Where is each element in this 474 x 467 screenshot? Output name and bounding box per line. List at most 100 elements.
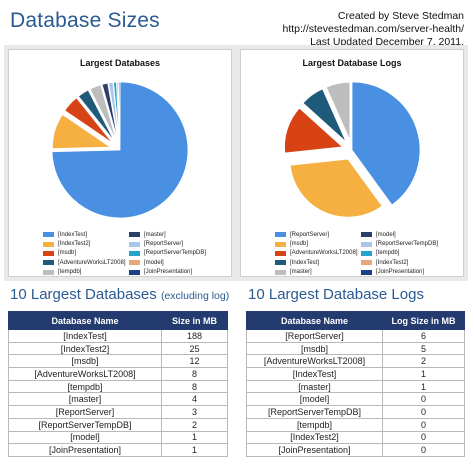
legend-label: [IndexTest] [58, 231, 88, 238]
chart-title: Largest Databases [79, 58, 161, 68]
logs-table: Database Name Log Size in MB [ReportServ… [246, 311, 465, 457]
legend-label: [msdb] [290, 241, 309, 248]
legend-label: [ReportServer] [290, 231, 330, 238]
legend-row: [AdventureWorksLT2008] [model] [43, 258, 223, 267]
pie-slice [89, 84, 117, 141]
legend-swatch [275, 250, 286, 256]
table-row: [IndexTest] 1 [246, 367, 465, 381]
table-row: [model] 1 [8, 430, 228, 445]
pie-slice [51, 81, 189, 219]
chart-legend: [IndexTest] [master] [IndexTest2] [ReportSe… [43, 230, 223, 277]
database-name-cell: [ReportServerTempDB] [8, 417, 162, 432]
legend-item: [ReportServerTempDB] [361, 241, 447, 247]
legend-swatch [275, 269, 286, 275]
chart-panel-databases: Largest Databases [IndexTest] [master] [In… [8, 49, 232, 277]
table-row: [ReportServerTempDB] 0 [246, 405, 465, 419]
size-cell: 8 [161, 379, 228, 394]
pie-slice [325, 81, 351, 141]
legend-item: [JoinPresentation] [129, 269, 215, 275]
legend-swatch [43, 260, 54, 266]
table-row: [AdventureWorksLT2008] 2 [246, 354, 465, 369]
column-header-database-name: Database Name [8, 311, 162, 330]
size-cell: 0 [382, 443, 465, 457]
chart-panel-logs: Largest Database Logs [ReportServer] [mod… [240, 49, 464, 277]
chart-legend: [ReportServer] [model] [msdb] [ReportServer… [275, 230, 455, 277]
legend-label: [IndexTest2] [376, 259, 409, 266]
legend-label: [master] [290, 269, 312, 276]
credits: Created by Steve Stedman http://steveste… [283, 10, 465, 49]
database-name-cell: [model] [8, 430, 162, 445]
database-name-cell: [IndexTest] [8, 329, 162, 343]
legend-row: [msdb] [ReportServerTempDB] [43, 249, 223, 258]
legend-row: [IndexTest] [IndexTest2] [275, 258, 455, 267]
column-header-database-name: Database Name [246, 311, 383, 330]
legend-label: [tempdb] [58, 269, 82, 276]
legend-label: [model] [376, 231, 396, 238]
legend-swatch [361, 250, 372, 256]
size-cell: 25 [161, 341, 228, 356]
database-name-cell: [ReportServer] [246, 329, 383, 343]
legend-swatch [43, 232, 54, 238]
size-cell: 12 [161, 354, 228, 369]
legend-item: [tempdb] [361, 250, 447, 256]
legend-item: [master] [275, 269, 361, 275]
legend-row: [ReportServer] [model] [275, 230, 455, 239]
legend-label: [msdb] [58, 250, 77, 257]
size-cell: 5 [382, 341, 465, 356]
legend-label: [JoinPresentation] [376, 269, 425, 276]
size-cell: 1 [382, 379, 465, 394]
size-cell: 8 [161, 367, 228, 381]
databases-heading-note: (excluding log) [160, 290, 230, 302]
table-row: [IndexTest] 188 [8, 329, 228, 343]
database-name-cell: [AdventureWorksLT2008] [246, 354, 383, 369]
pie-slice [302, 88, 347, 143]
table-row: [msdb] 12 [8, 354, 228, 369]
database-name-cell: [ReportServerTempDB] [246, 405, 383, 419]
table-row: [master] 1 [246, 379, 465, 394]
legend-label: [AdventureWorksLT2008] [58, 259, 126, 266]
pie-slice [52, 113, 112, 150]
table-row: [ReportServer] 6 [246, 329, 465, 343]
database-name-cell: [model] [246, 392, 383, 407]
pie-slice [284, 107, 344, 154]
database-name-cell: [JoinPresentation] [8, 443, 162, 457]
credits-updated: Last Updated December 7, 2011. [310, 36, 464, 48]
legend-item: [master] [129, 232, 215, 238]
legend-row: [IndexTest2] [ReportServer] [43, 239, 223, 248]
database-name-cell: [ReportServer] [8, 405, 162, 419]
chart-title: Largest Database Logs [302, 58, 402, 68]
database-name-cell: [tempdb] [246, 417, 383, 432]
legend-label: [IndexTest] [290, 259, 320, 266]
legend-item: [JoinPresentation] [361, 269, 447, 275]
pie-slice [101, 82, 119, 141]
table-row: [IndexTest2] 25 [8, 341, 228, 356]
legend-item: [ReportServer] [129, 241, 215, 247]
pie-slice [77, 89, 115, 142]
legend-item: [model] [361, 232, 447, 238]
legend-label: [ReportServerTempDB] [376, 241, 439, 248]
legend-label: [AdventureWorksLT2008] [290, 250, 358, 257]
table-row: [IndexTest2] 0 [246, 430, 465, 445]
pie-slice [64, 97, 113, 144]
table-row: [JoinPresentation] 1 [8, 443, 228, 457]
legend-item: [ReportServerTempDB] [129, 250, 215, 256]
legend-swatch [43, 250, 54, 256]
legend-item: [msdb] [43, 250, 129, 256]
legend-row: [IndexTest] [master] [43, 230, 223, 239]
legend-item: [IndexTest] [43, 232, 129, 238]
legend-item: [model] [129, 260, 215, 266]
database-name-cell: [IndexTest] [246, 367, 383, 381]
legend-swatch [275, 241, 286, 247]
legend-row: [tempdb] [JoinPresentation] [43, 268, 223, 277]
size-cell: 0 [382, 392, 465, 407]
size-cell: 0 [382, 405, 465, 419]
databases-heading-text: 10 Largest Databases [10, 286, 157, 303]
table-row: [tempdb] 8 [8, 379, 228, 394]
legend-item: [IndexTest2] [43, 241, 129, 247]
legend-row: [master] [JoinPresentation] [275, 268, 455, 277]
pie-chart-logs [284, 81, 421, 218]
legend-swatch [43, 269, 54, 275]
legend-item: [msdb] [275, 241, 361, 247]
size-cell: 188 [161, 329, 228, 343]
column-header-log-size: Log Size in MB [382, 311, 465, 330]
